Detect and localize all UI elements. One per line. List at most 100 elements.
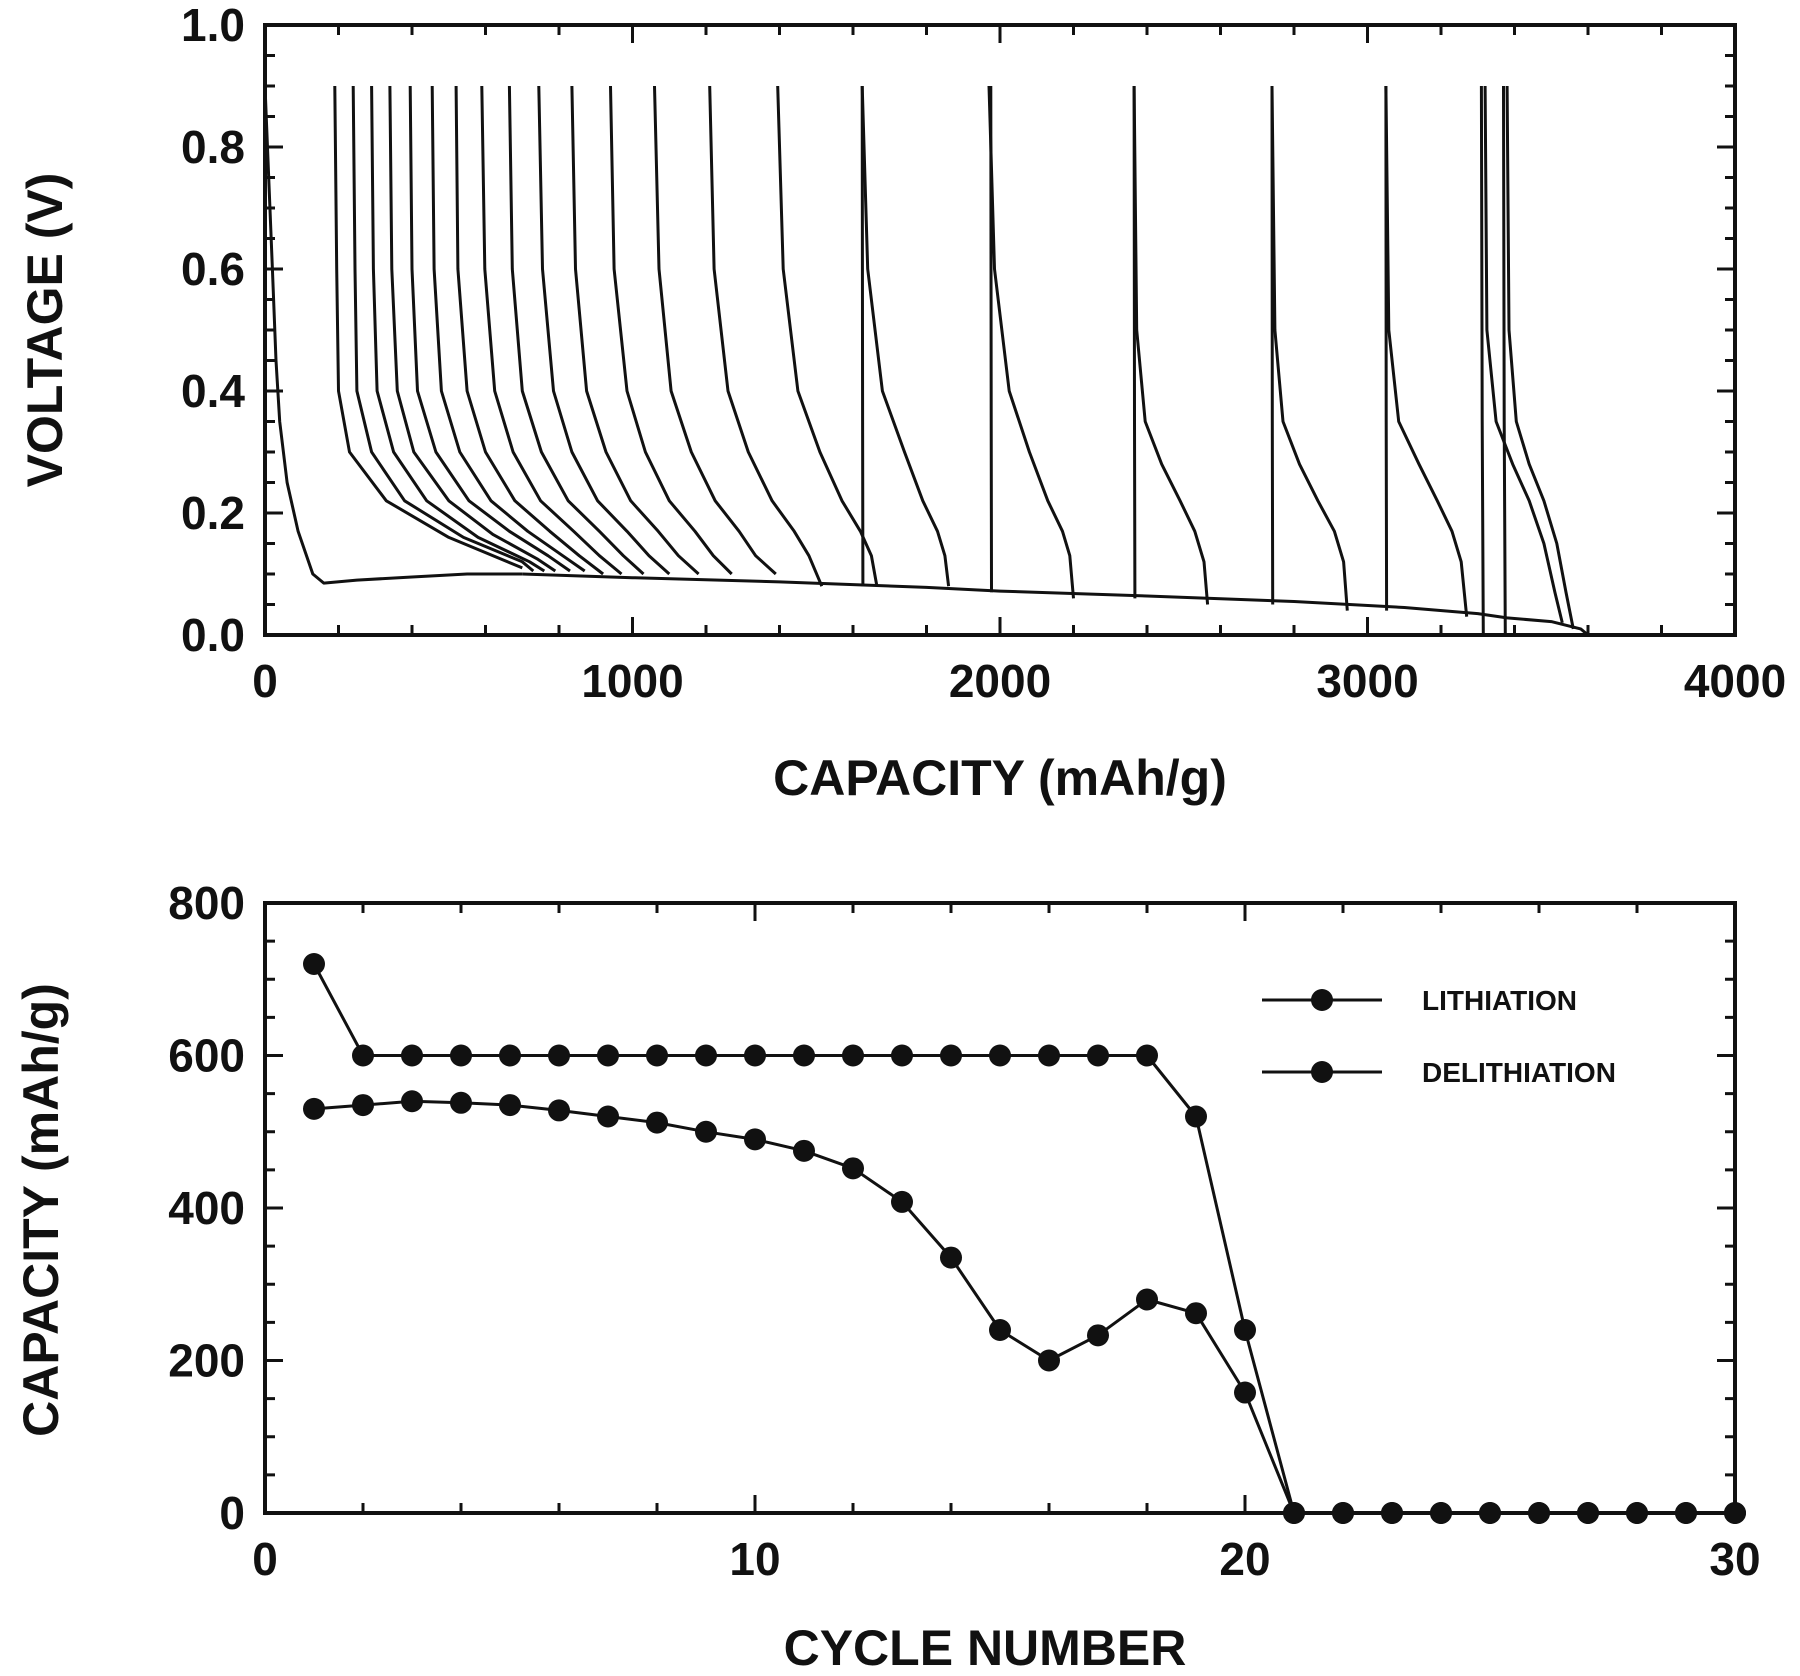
bottom-data-point xyxy=(1136,1044,1158,1067)
top-series-line xyxy=(570,85,700,576)
bottom-data-point xyxy=(401,1044,423,1067)
bottom-data-point xyxy=(1234,1381,1256,1404)
legend-label-delithiation: DELITHIATION xyxy=(1422,1057,1616,1088)
bottom-y-tick-label: 800 xyxy=(168,877,245,929)
top-series-line xyxy=(480,85,623,576)
bottom-y-tick-label: 400 xyxy=(168,1182,245,1234)
bottom-data-point xyxy=(744,1044,766,1067)
top-x-tick-label: 0 xyxy=(252,655,278,707)
top-series-line xyxy=(454,85,605,576)
top-x-tick-label: 1000 xyxy=(581,655,683,707)
bottom-data-point xyxy=(793,1044,815,1067)
bottom-data-point xyxy=(401,1090,423,1113)
top-y-tick-label: 0.2 xyxy=(181,487,245,539)
bottom-data-point xyxy=(842,1157,864,1180)
top-series-line xyxy=(537,85,671,576)
top-series-line xyxy=(987,85,1075,599)
top-series-line xyxy=(507,85,645,576)
legend-marker-delithiation xyxy=(1311,1061,1333,1083)
top-series-line xyxy=(1502,85,1507,636)
bottom-data-point xyxy=(1038,1349,1060,1372)
bottom-data-point xyxy=(891,1190,913,1213)
top-series-line xyxy=(408,85,571,573)
top-series-group xyxy=(263,85,1589,637)
top-x-tick-label: 4000 xyxy=(1684,655,1786,707)
top-grid-ticks xyxy=(263,23,1737,637)
top-plot-frame xyxy=(263,23,1737,637)
legend-marker-lithiation xyxy=(1311,989,1333,1011)
bottom-data-point xyxy=(940,1246,962,1269)
bottom-data-point xyxy=(548,1044,570,1067)
top-series-line xyxy=(1270,85,1349,611)
bottom-data-point xyxy=(646,1044,668,1067)
bottom-data-point xyxy=(989,1044,1011,1067)
top-y-tick-label: 0.8 xyxy=(181,121,245,173)
bottom-data-point xyxy=(303,953,325,975)
bottom-x-tick-label: 0 xyxy=(252,1533,278,1585)
top-series-line xyxy=(522,572,1589,637)
bottom-data-point xyxy=(499,1044,521,1067)
top-x-tick-label: 3000 xyxy=(1316,655,1418,707)
top-series-line xyxy=(1483,85,1564,624)
top-series-line xyxy=(333,85,523,570)
bottom-data-point xyxy=(842,1044,864,1067)
bottom-tick-labels: 0 10 20 30 0 200 400 600 800 xyxy=(168,877,1760,1585)
bottom-data-point xyxy=(303,1097,325,1120)
top-y-tick-label: 1.0 xyxy=(181,0,245,51)
bottom-data-point xyxy=(1038,1044,1060,1067)
bottom-data-point xyxy=(1087,1044,1109,1067)
top-series-line xyxy=(430,85,586,573)
top-y-tick-label: 0.0 xyxy=(181,609,245,661)
top-y-tick-label: 0.4 xyxy=(181,365,245,417)
bottom-data-point xyxy=(597,1105,619,1128)
bottom-data-point xyxy=(1185,1302,1207,1325)
top-series-line xyxy=(653,85,777,576)
bottom-data-point xyxy=(1087,1324,1109,1347)
legend: LITHIATION DELITHIATION xyxy=(1262,985,1616,1088)
bottom-data-point xyxy=(597,1044,619,1067)
bottom-y-tick-label: 0 xyxy=(219,1487,245,1539)
bottom-data-point xyxy=(1234,1319,1256,1341)
top-series-line xyxy=(860,85,951,587)
bottom-data-point xyxy=(989,1319,1011,1341)
top-series-line xyxy=(989,85,993,593)
capacity-cycle-chart: 0 10 20 30 0 200 400 600 800 CYCLE NUMBER CAPACI… xyxy=(13,877,1761,1676)
top-x-axis-title: CAPACITY (mAh/g) xyxy=(773,750,1227,806)
bottom-x-tick-label: 10 xyxy=(729,1533,780,1585)
top-series-line xyxy=(1505,85,1575,630)
bottom-data-point xyxy=(352,1094,374,1117)
bottom-plot-frame xyxy=(263,901,1737,1515)
top-series-line xyxy=(1384,85,1469,617)
bottom-x-tick-label: 20 xyxy=(1219,1533,1270,1585)
top-series-line xyxy=(708,85,824,587)
top-tick-labels: 0 1000 2000 3000 4000 0.0 0.2 0.4 0.6 0.8 1.0 xyxy=(181,0,1786,707)
bottom-series-line xyxy=(313,1099,1735,1515)
bottom-x-axis-title: CYCLE NUMBER xyxy=(784,1620,1187,1676)
bottom-data-point xyxy=(548,1099,570,1122)
bottom-data-point xyxy=(744,1128,766,1151)
top-series-line xyxy=(370,85,546,573)
top-series-line xyxy=(263,85,523,585)
top-x-tick-label: 2000 xyxy=(949,655,1051,707)
top-y-tick-label: 0.6 xyxy=(181,243,245,295)
bottom-data-point xyxy=(1136,1288,1158,1311)
top-y-axis-title: VOLTAGE (V) xyxy=(17,173,73,488)
bottom-y-axis-title: CAPACITY (mAh/g) xyxy=(13,983,69,1437)
bottom-series-line xyxy=(312,963,1735,1515)
bottom-data-point xyxy=(1185,1105,1207,1128)
top-series-line xyxy=(351,85,535,573)
top-series-line xyxy=(1384,85,1389,611)
bottom-y-tick-label: 200 xyxy=(168,1335,245,1387)
bottom-data-point xyxy=(695,1120,717,1143)
bottom-x-tick-label: 30 xyxy=(1709,1533,1760,1585)
top-series-line xyxy=(1132,85,1210,605)
bottom-y-tick-label: 600 xyxy=(168,1030,245,1082)
voltage-capacity-chart: 0 1000 2000 3000 4000 0.0 0.2 0.4 0.6 0.8 1.0 CAPA… xyxy=(17,0,1786,806)
top-series-line xyxy=(776,85,879,587)
bottom-data-point xyxy=(352,1044,374,1067)
bottom-data-point xyxy=(793,1139,815,1162)
bottom-data-point xyxy=(695,1044,717,1067)
bottom-data-point xyxy=(891,1044,913,1067)
bottom-data-point xyxy=(940,1044,962,1067)
